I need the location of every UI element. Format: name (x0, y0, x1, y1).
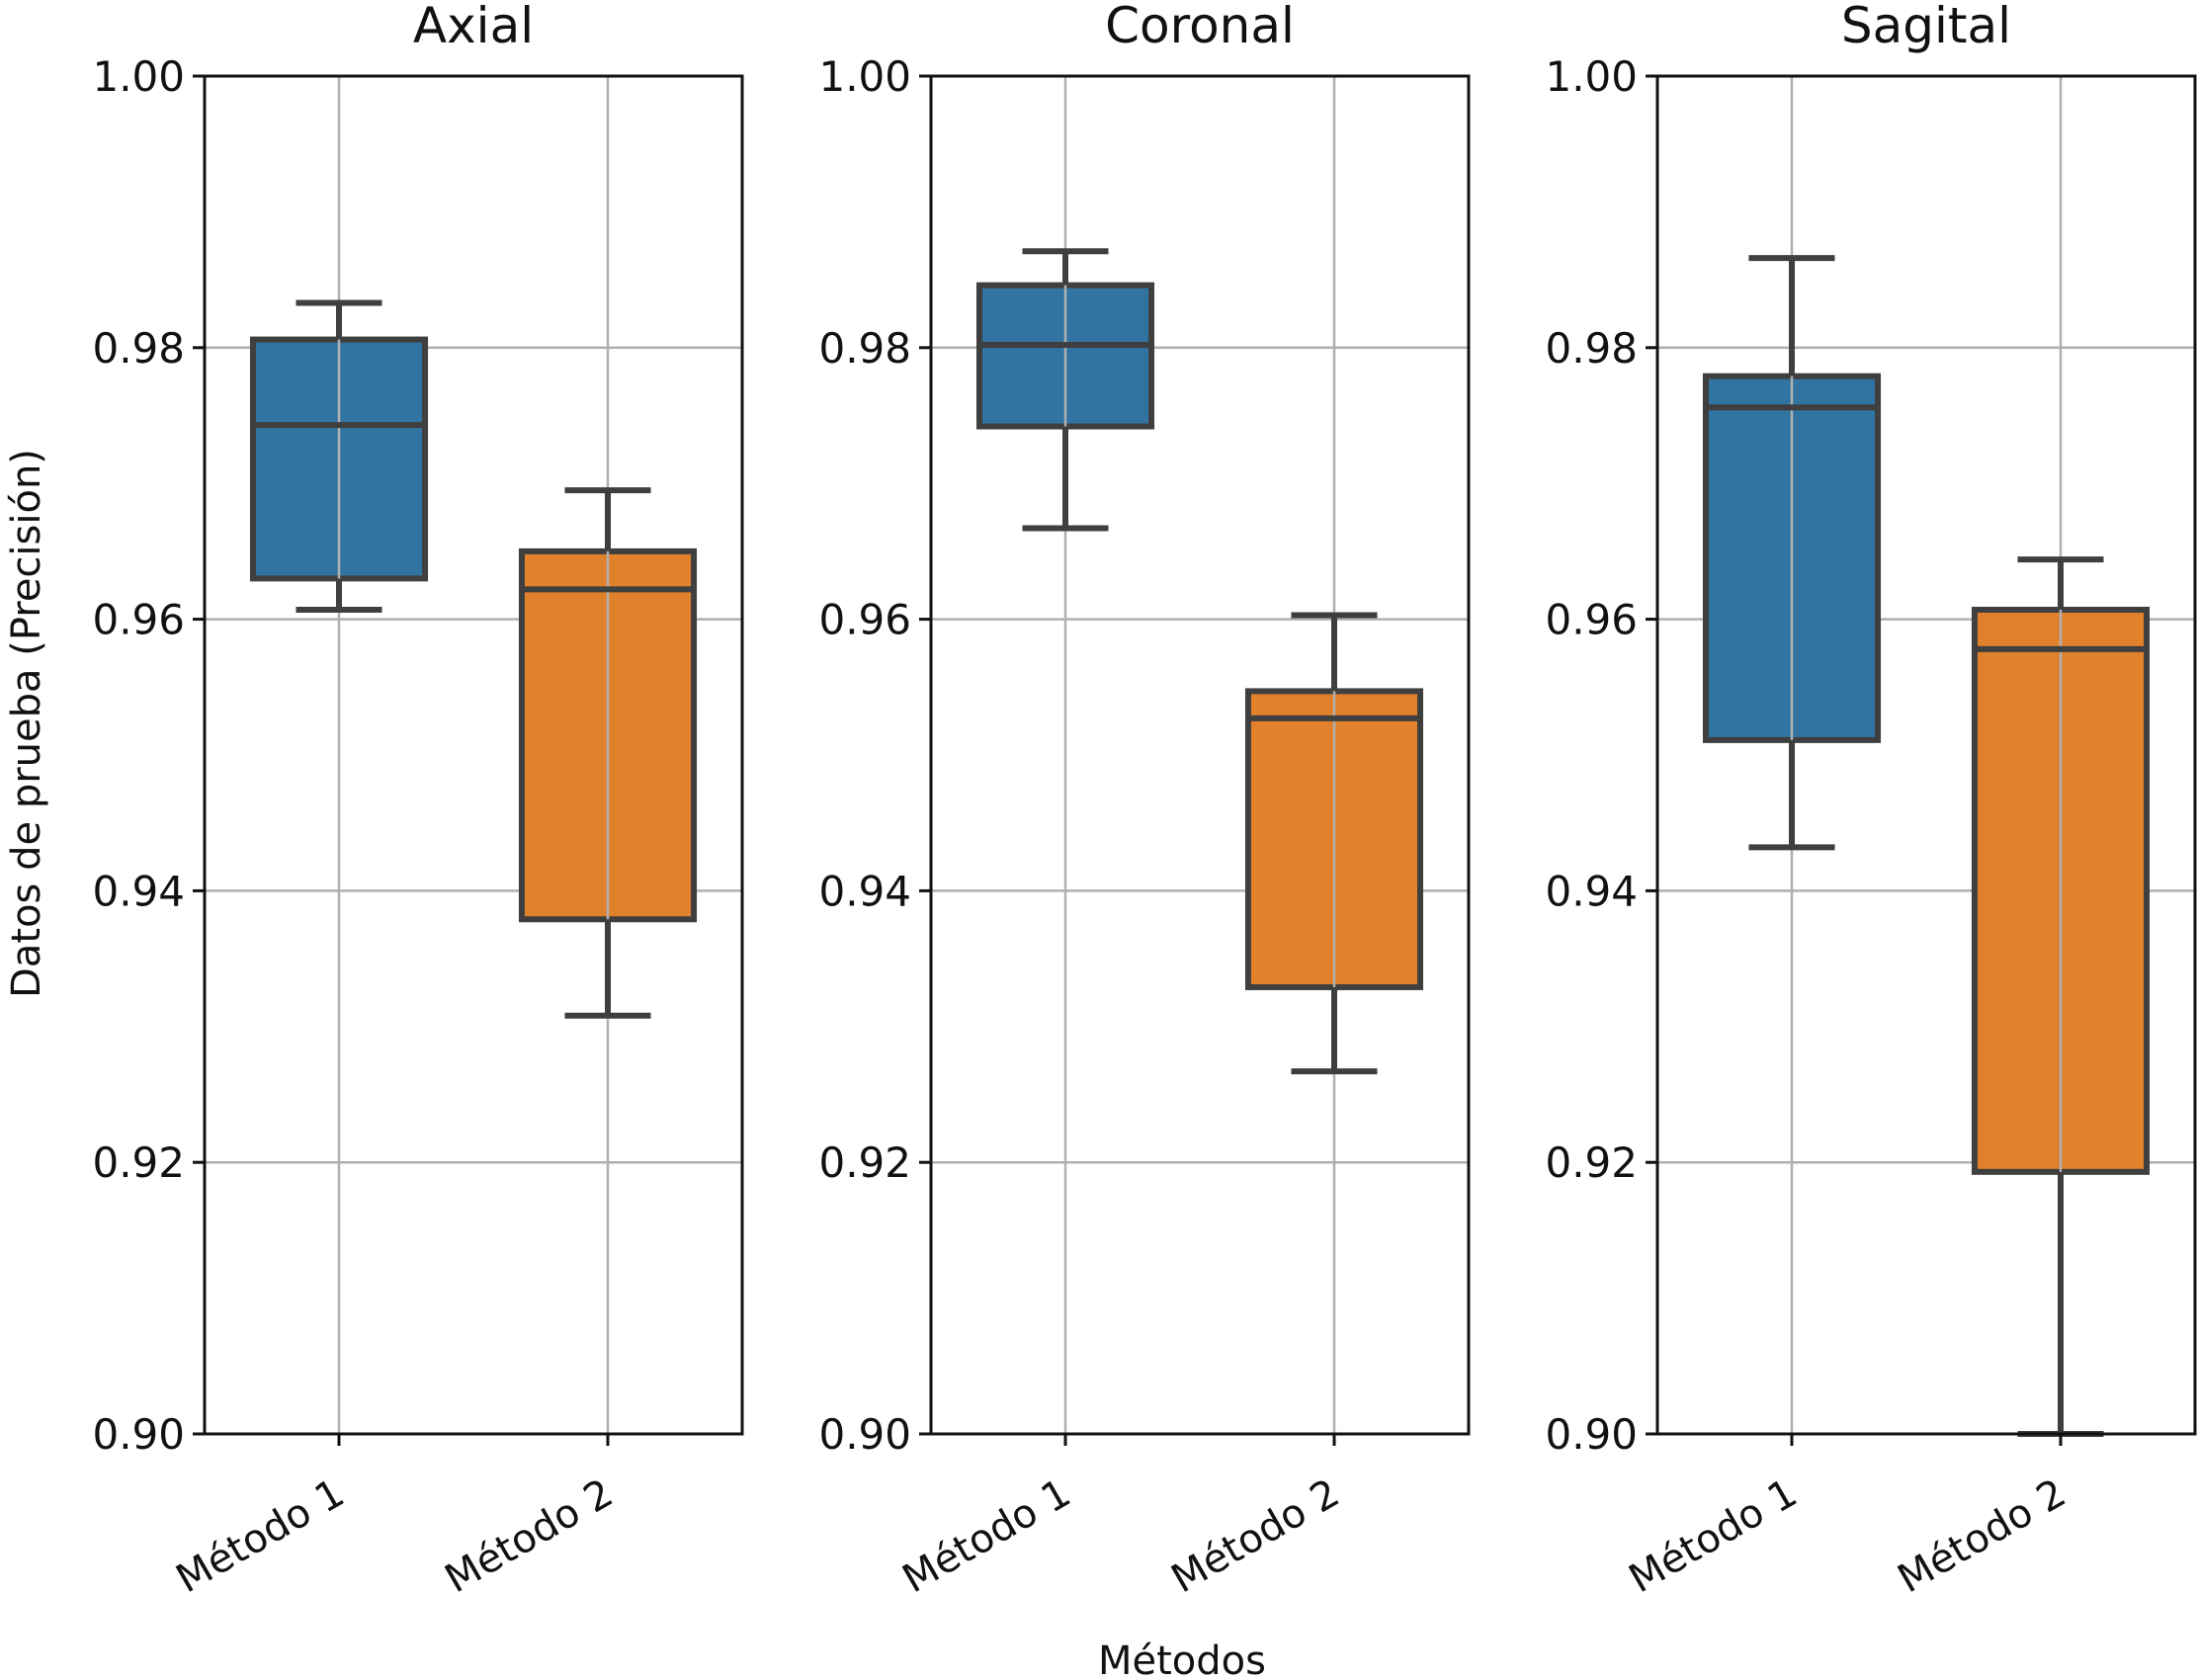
x-tick-label: Método 2 (438, 1470, 621, 1602)
y-tick-label: 0.98 (818, 324, 911, 373)
y-tick-label: 0.90 (92, 1410, 185, 1459)
axes-frame (1655, 74, 2197, 1436)
panel-sagital: 0.90 0.92 0.94 0.96 0.98 1.00 Método 1 Método 2… (1545, 0, 2197, 1602)
y-tick-label: 0.98 (92, 324, 185, 373)
x-tick-label: Método 1 (1622, 1470, 1805, 1602)
x-axis-label: Métodos (1098, 1638, 1266, 1680)
y-tick-label: 1.00 (92, 52, 185, 101)
y-tick-label: 0.92 (818, 1138, 911, 1187)
y-tick-label: 0.94 (818, 867, 911, 915)
x-tick-label: Método 2 (1891, 1470, 2073, 1602)
y-tick-label: 0.94 (92, 867, 185, 915)
y-tick-label: 1.00 (818, 52, 911, 101)
x-tick-label: Método 2 (1164, 1470, 1347, 1602)
y-tick-label: 0.92 (1545, 1138, 1638, 1187)
axes-frame (203, 74, 744, 1436)
panel-title: Coronal (1105, 0, 1295, 54)
y-axis-label: Datos de prueba (Precisión) (4, 449, 49, 998)
axes-frame (929, 74, 1471, 1436)
chart-panels: 0.90 0.92 0.94 0.96 0.98 1.00 Método 1 Método 2… (92, 0, 2197, 1602)
y-tick-label: 0.96 (1545, 596, 1638, 644)
panel-title: Axial (413, 0, 534, 54)
y-tick-label: 0.96 (818, 596, 911, 644)
y-tick-label: 0.90 (1545, 1410, 1638, 1459)
y-tick-label: 0.96 (92, 596, 185, 644)
panel-axial: 0.90 0.92 0.94 0.96 0.98 1.00 Método 1 Método 2… (92, 0, 744, 1602)
y-tick-label: 0.98 (1545, 324, 1638, 373)
y-tick-label: 0.94 (1545, 867, 1638, 915)
panel-coronal: 0.90 0.92 0.94 0.96 0.98 1.00 Método 1 Método 2… (818, 0, 1471, 1602)
x-tick-label: Método 1 (895, 1470, 1078, 1602)
y-tick-label: 1.00 (1545, 52, 1638, 101)
y-tick-label: 0.90 (818, 1410, 911, 1459)
x-tick-label: Método 1 (169, 1470, 352, 1602)
panel-title: Sagital (1841, 0, 2011, 54)
y-tick-label: 0.92 (92, 1138, 185, 1187)
